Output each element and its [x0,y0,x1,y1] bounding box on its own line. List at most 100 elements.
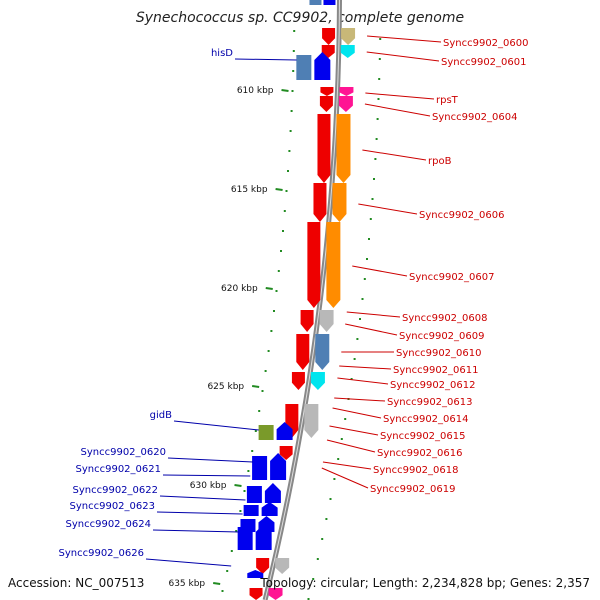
tick-dot [230,550,233,552]
forward-gene-label[interactable]: Syncc9902_0607 [409,272,495,283]
tick-dot [226,570,229,572]
forward-gene-label[interactable]: Syncc9902_0613 [387,397,473,408]
reverse-gene-label[interactable]: Syncc9902_0620 [81,447,167,458]
forward-gene-box [268,588,283,600]
tick-dot [258,410,261,412]
tick-dot [254,430,257,432]
forward-label-leader [364,103,431,117]
reverse-gene-label[interactable]: Syncc9902_0621 [76,464,162,475]
reverse-label-leader [159,495,246,501]
forward-gene-box [304,404,319,438]
forward-gene-arrow [256,558,270,574]
reverse-gene-label[interactable]: gidB [150,410,172,421]
reverse-gene-box [296,55,312,80]
forward-label-leader [337,377,389,385]
forward-gene-label[interactable]: Syncc9902_0610 [396,348,482,359]
tick-dot [285,190,288,192]
tick-dot [363,278,366,280]
forward-gene-arrow [249,588,263,600]
reverse-label-leader [173,420,259,431]
reverse-label-leader [162,474,251,477]
forward-gene-label[interactable]: Syncc9902_0612 [390,380,476,391]
tick-dot [243,490,246,492]
forward-gene-box [326,222,341,308]
forward-gene-box [315,334,330,370]
tick-dot [375,138,378,140]
forward-label-leader [352,265,408,277]
reverse-label-leader [234,58,297,61]
forward-gene-label[interactable]: Syncc9902_0618 [373,465,459,476]
forward-gene-label[interactable]: Syncc9902_0600 [443,38,529,49]
reverse-gene-box [252,456,268,480]
tick-dot [247,470,250,472]
reverse-gene-label[interactable]: hisD [211,48,233,59]
tick-dot [316,558,319,560]
forward-label-leader [339,365,392,370]
forward-gene-arrow [322,28,336,45]
tick-dot [350,378,353,380]
tick-dot [340,438,343,440]
tick-dot [291,90,294,92]
tick-dot [288,150,291,152]
tick-dot [293,30,296,32]
forward-gene-box [339,87,354,96]
tick-dot [290,110,293,112]
forward-gene-label[interactable]: Syncc9902_0609 [399,331,485,342]
tick-dot [270,330,273,332]
forward-gene-arrow [313,183,327,222]
reverse-gene-arrow [314,52,331,80]
forward-gene-box [340,45,355,58]
forward-gene-label[interactable]: Syncc9902_0615 [380,431,466,442]
forward-gene-label[interactable]: rpsT [436,95,459,106]
forward-label-leader [346,311,401,318]
tick-dot [264,370,267,372]
forward-gene-box [338,96,353,112]
forward-label-leader [334,397,386,402]
tick-mark [281,89,289,92]
forward-label-leader [358,203,418,215]
forward-gene-label[interactable]: Syncc9902_0614 [383,414,469,425]
reverse-gene-label[interactable]: Syncc9902_0624 [66,519,152,530]
tick-label: 630 kbp [190,481,227,491]
reverse-gene-label[interactable]: Syncc9902_0626 [59,548,145,559]
forward-gene-label[interactable]: Syncc9902_0608 [402,313,488,324]
tick-dot [374,158,377,160]
forward-gene-label[interactable]: Syncc9902_0606 [419,210,505,221]
tick-dot [368,238,370,240]
forward-gene-label[interactable]: Syncc9902_0616 [377,448,463,459]
tick-dot [307,598,310,600]
forward-gene-label[interactable]: Syncc9902_0611 [393,365,479,376]
genome-summary-text: Topology: circular; Length: 2,234,828 bp… [260,576,590,590]
tick-dot [292,70,295,72]
tick-dot [292,50,295,52]
reverse-gene-label[interactable]: Syncc9902_0622 [73,485,159,496]
tick-dot [333,478,336,480]
accession-text: Accession: NC_007513 [8,576,145,590]
reverse-gene-arrow [270,453,287,480]
tick-label: 620 kbp [221,284,258,294]
forward-gene-arrow [320,87,334,96]
tick-dot [369,218,372,220]
reverse-gene-box [246,486,262,503]
forward-label-leader [326,439,376,453]
tick-dot [376,118,379,120]
reverse-gene-label[interactable]: Syncc9902_0623 [70,501,156,512]
forward-gene-label[interactable]: rpoB [428,156,452,167]
tick-dot [329,498,332,500]
tick-dot [289,130,292,132]
tick-dot [261,390,264,392]
forward-gene-arrow [317,114,331,183]
forward-gene-label[interactable]: Syncc9902_0619 [370,484,456,495]
tick-mark [213,582,221,585]
forward-gene-arrow [296,334,310,370]
tick-dot [378,58,381,60]
tick-mark [275,188,283,191]
reverse-gene-box [237,527,253,550]
reverse-gene-arrow [247,570,264,578]
tick-dot [312,578,315,580]
forward-gene-label[interactable]: Syncc9902_0601 [441,57,527,68]
forward-gene-box [310,372,325,390]
forward-label-leader [367,35,442,43]
forward-label-leader [321,467,369,489]
forward-gene-label[interactable]: Syncc9902_0604 [432,112,518,123]
